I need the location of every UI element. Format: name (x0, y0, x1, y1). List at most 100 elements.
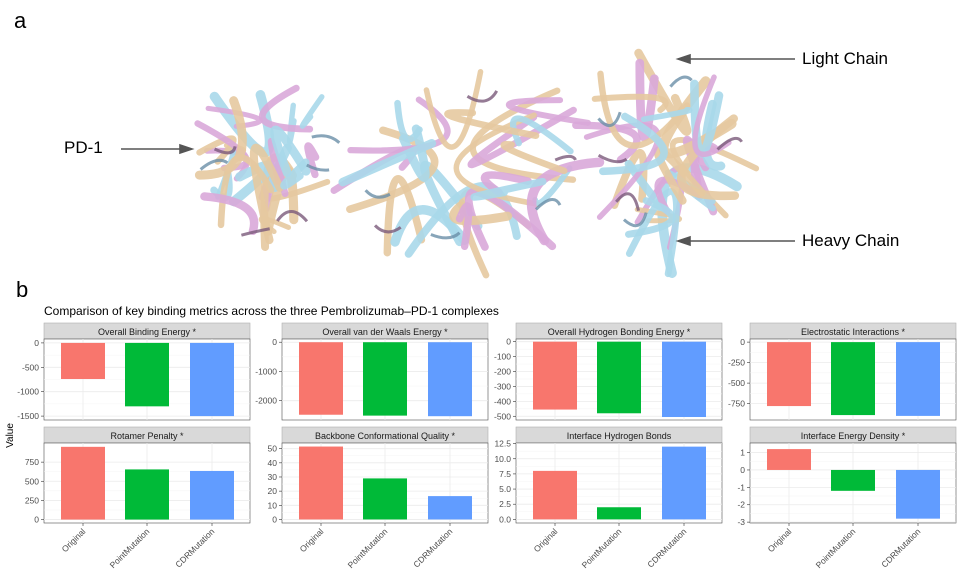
ribbon-strand (270, 125, 311, 178)
ribbon-strand (599, 112, 668, 176)
ribbon-strand (390, 205, 470, 247)
y-tick-label: -500 (728, 378, 745, 388)
y-tick-label: 500 (25, 476, 39, 486)
facet-panel: Rotamer Penalty * 0 250 500 750 Original Point… (25, 426, 251, 570)
ribbon-shadow-strand (597, 153, 628, 164)
y-tick-label: 5.0 (499, 484, 511, 494)
facet-panel: Backbone Conformational Quality * 0 10 20 30… (268, 426, 489, 570)
y-tick-label: 750 (25, 457, 39, 467)
x-tick-label: Original (532, 526, 560, 554)
ribbon-shadow-strand (597, 111, 622, 127)
x-tick-label: CDRMutation (879, 526, 922, 569)
ribbon-strand (338, 139, 437, 187)
y-tick-label: 7.5 (499, 469, 511, 479)
bar-cdrmutation (190, 470, 234, 520)
y-tick-label: -1000 (255, 366, 277, 376)
protein-structure-image (121, 48, 795, 279)
ribbon-strand (259, 84, 314, 133)
ribbon-shadow-strand (311, 134, 341, 144)
y-tick-label: 10.0 (494, 454, 511, 464)
facet-title: Interface Energy Density * (801, 431, 906, 441)
y-tick-label: 10 (268, 500, 278, 510)
ribbon-shadow-strand (306, 163, 330, 172)
ribbon-strand (500, 141, 568, 175)
bar-original (299, 342, 343, 415)
y-tick-label: 50 (268, 444, 278, 454)
ribbon-shadow-strand (622, 212, 648, 228)
y-tick-label: -300 (494, 381, 511, 391)
ribbon-strand (640, 107, 693, 123)
y-tick-label: -1 (737, 482, 745, 492)
bar-original (767, 342, 811, 407)
x-tick-label: CDRMutation (173, 526, 216, 569)
x-tick-label: CDRMutation (411, 526, 454, 569)
x-tick-label: Original (766, 526, 794, 554)
x-tick-label: Original (60, 526, 88, 554)
y-tick-label: -500 (22, 362, 39, 372)
y-tick-label: -200 (494, 367, 511, 377)
x-tick-label: PointMutation (108, 526, 152, 570)
y-tick-label: -250 (728, 358, 745, 368)
ribbon-shadow-strand (430, 231, 461, 240)
facet-panel: Overall van der Waals Energy * 0 -1000 -200… (255, 322, 489, 421)
ribbon-shadow-strand (364, 189, 391, 199)
x-tick-label: PointMutation (580, 526, 624, 570)
ribbon-strand (591, 93, 669, 114)
pd1-label: PD-1 (64, 138, 103, 157)
y-tick-label: -3 (737, 517, 745, 527)
y-tick-label: 0 (272, 514, 277, 524)
bar-original (61, 342, 105, 380)
y-tick-label: 250 (25, 495, 39, 505)
y-tick-label: 0 (34, 515, 39, 525)
panel-letter-b: b (16, 277, 29, 302)
ribbon-shadow-strand (716, 136, 743, 151)
ribbon-strand (455, 202, 473, 251)
ribbon-strand (299, 94, 325, 129)
ribbon-shadow-strand (669, 75, 693, 88)
light-chain-label: Light Chain (802, 49, 889, 68)
ribbon-shadow-strand (554, 154, 577, 162)
ribbon-strand (692, 74, 732, 157)
ribbon-strand (280, 158, 310, 190)
y-tick-label: 0 (740, 465, 745, 475)
ribbon-shadow-strand (615, 192, 640, 212)
x-tick-label: CDRMutation (645, 526, 688, 569)
callout-arrows (121, 53, 795, 247)
ribbon-shadow-strand (373, 224, 402, 234)
facet-title: Backbone Conformational Quality * (315, 431, 456, 441)
facet-title: Interface Hydrogen Bonds (567, 431, 672, 441)
bar-pointmutation (363, 342, 407, 416)
ribbon-strand (394, 99, 423, 143)
facet-title: Overall van der Waals Energy * (322, 327, 448, 337)
bar-cdrmutation (428, 496, 472, 520)
bar-original (533, 470, 577, 520)
facet-title: Overall Hydrogen Bonding Energy * (548, 327, 691, 337)
bar-original (61, 446, 105, 520)
y-tick-label: 0 (740, 337, 745, 347)
bar-pointmutation (363, 478, 407, 520)
ribbon-strand (572, 121, 641, 164)
light-chain-arrowhead (675, 53, 691, 65)
y-tick-label: -1000 (17, 387, 39, 397)
facet-panel: Electrostatic Interactions * 0 -250 -500 -75… (728, 322, 957, 421)
ribbon-rendering (194, 48, 760, 279)
panel-letter-a: a (14, 8, 27, 33)
facet-panel: Interface Energy Density * 1 0 -1 -2 -3 Origin… (737, 426, 957, 570)
y-tick-label: 0 (506, 337, 511, 347)
ribbon-shadow-strand (241, 227, 270, 237)
ribbon-shadow-strand (534, 198, 562, 211)
y-tick-label: 30 (268, 472, 278, 482)
facet-title: Electrostatic Interactions * (801, 327, 906, 337)
ribbon-strand (635, 58, 659, 142)
y-tick-label: 20 (268, 486, 278, 496)
bar-pointmutation (597, 341, 641, 414)
ribbon-strand (200, 192, 259, 235)
bar-original (767, 449, 811, 470)
bar-pointmutation (831, 342, 875, 416)
y-tick-label: -2 (737, 500, 745, 510)
ribbon-strand (205, 105, 263, 129)
bar-cdrmutation (428, 342, 472, 417)
chart-title: Comparison of key binding metrics across… (44, 304, 499, 318)
ribbon-strand (194, 96, 247, 180)
bar-cdrmutation (896, 342, 940, 416)
